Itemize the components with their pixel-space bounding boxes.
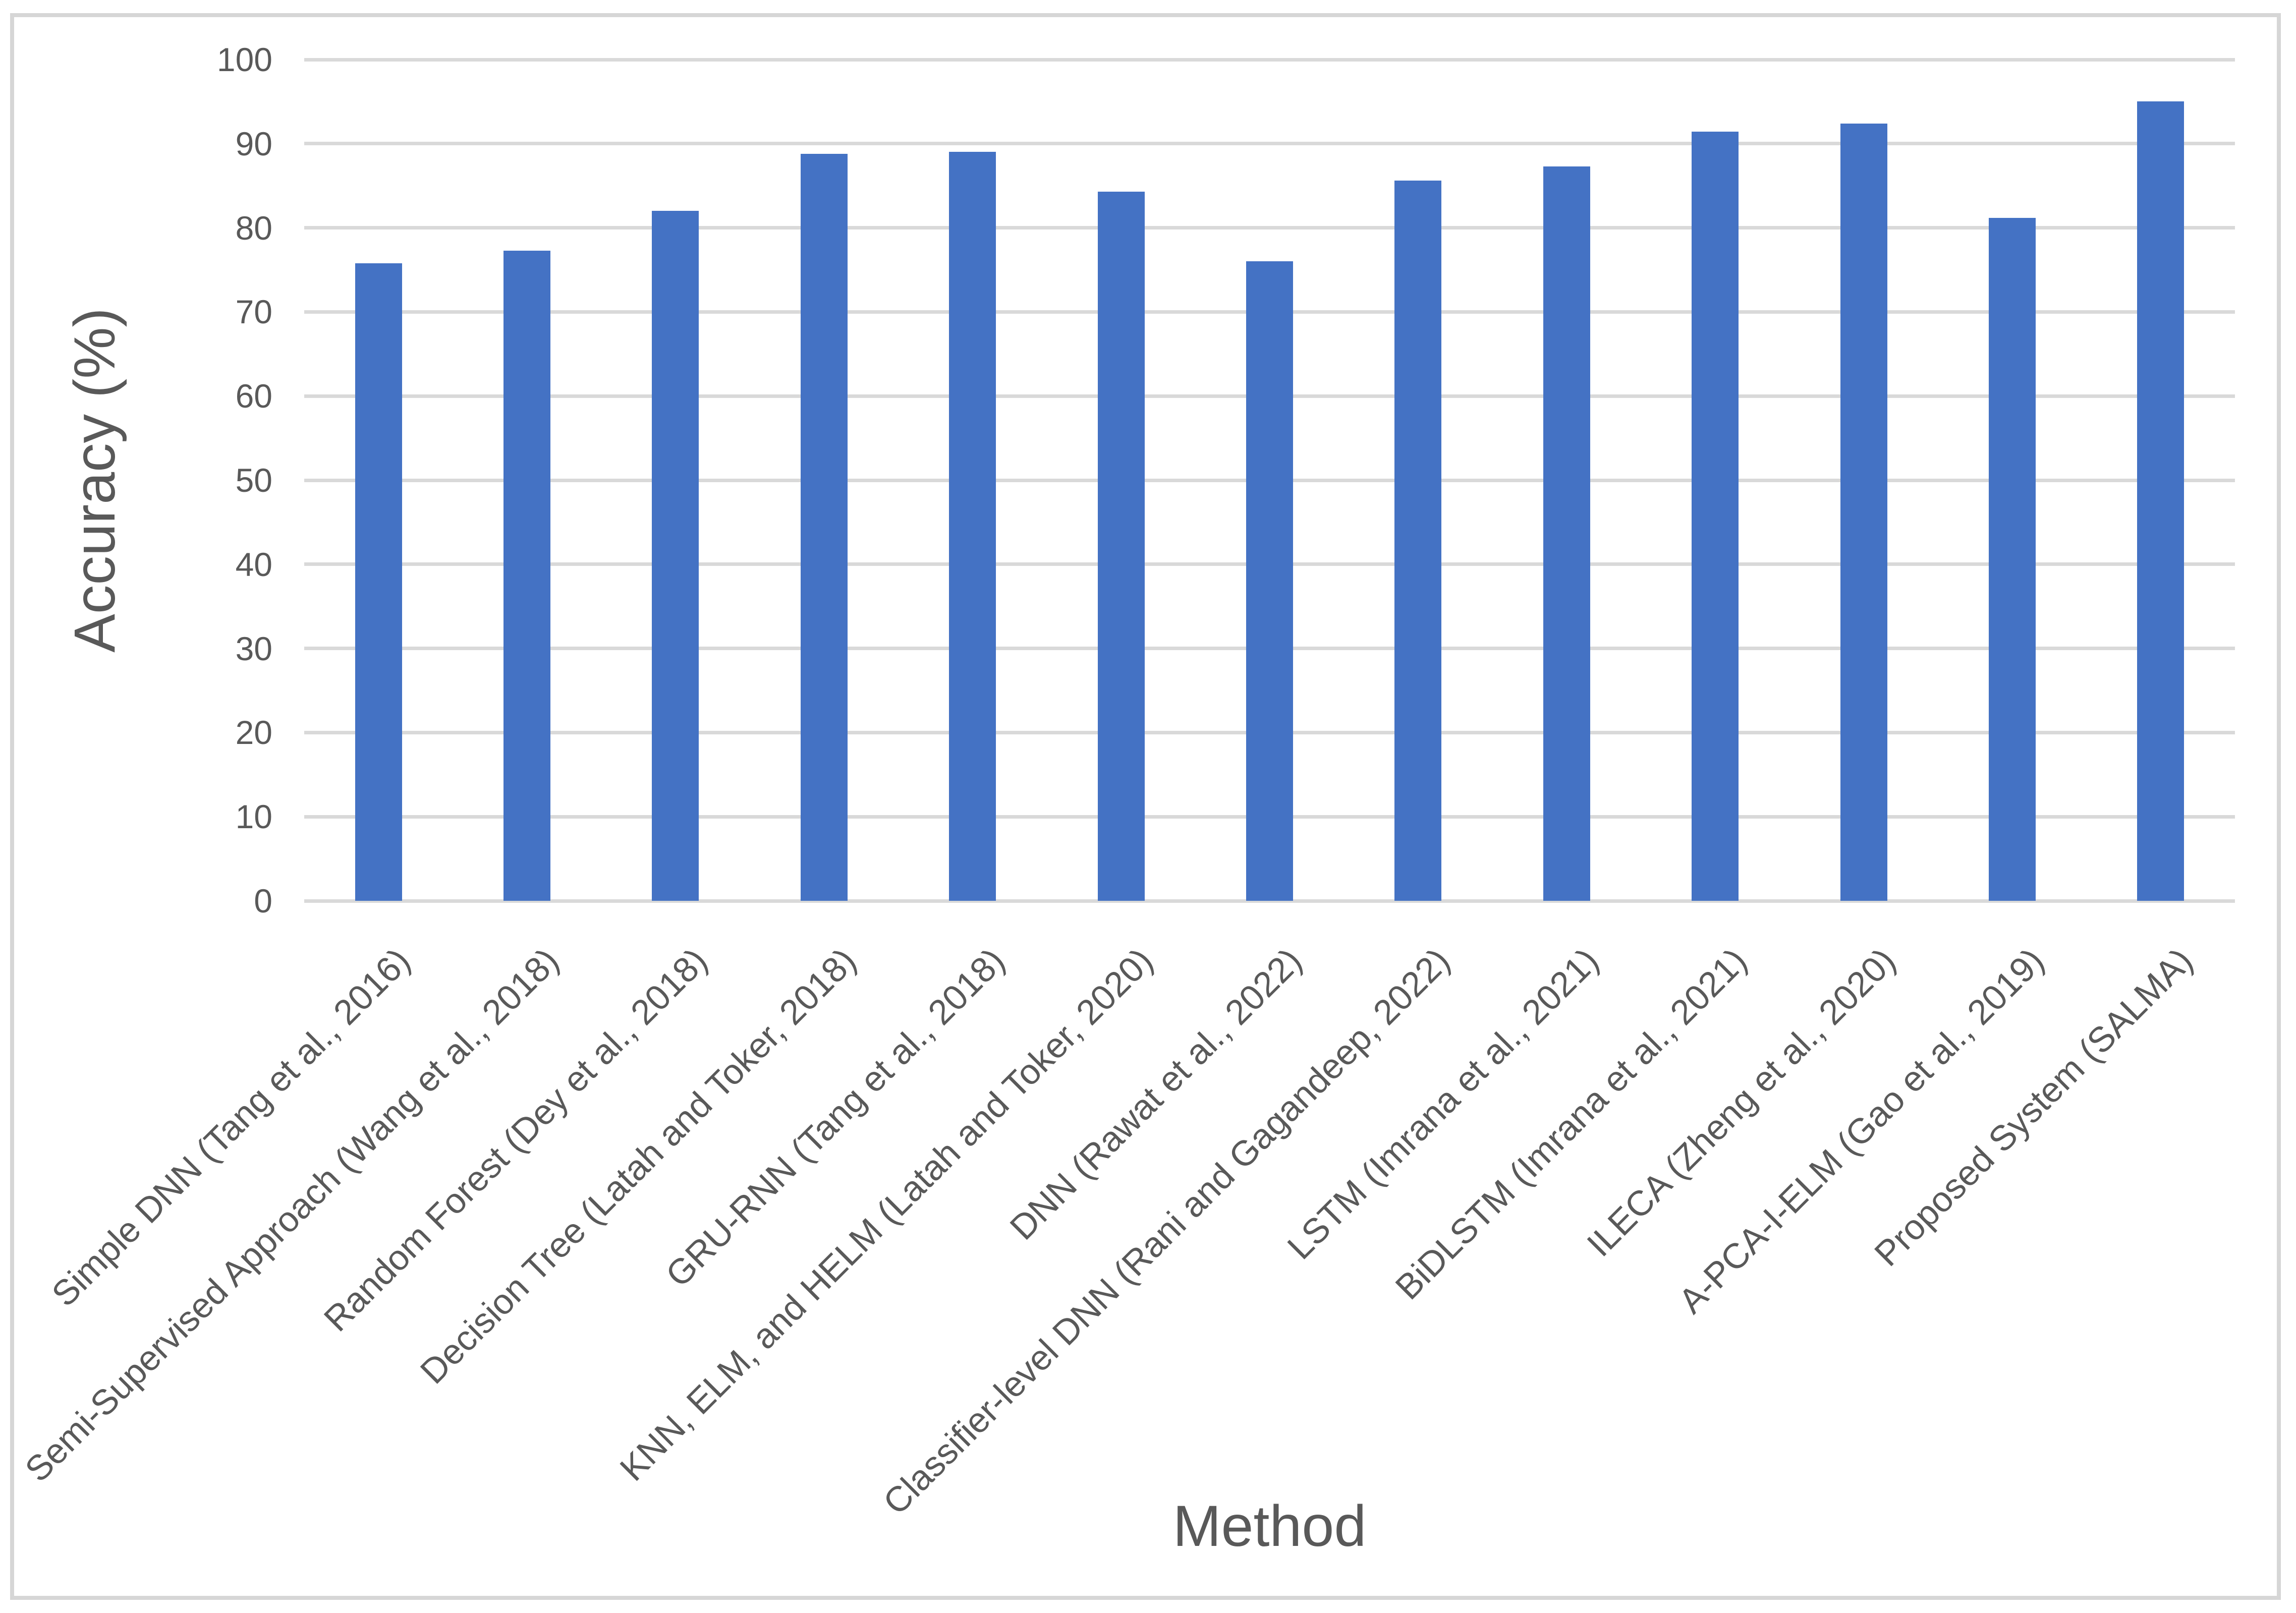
y-tick-label-20: 20: [235, 714, 272, 752]
chart-outer-border: [10, 13, 2281, 1600]
y-axis-title: Accuracy (%): [63, 308, 127, 653]
y-tick-label-70: 70: [235, 293, 272, 331]
y-tick-label-0: 0: [254, 882, 272, 919]
bar: [503, 250, 551, 901]
bar: [2137, 101, 2185, 901]
bar: [800, 153, 848, 901]
y-tick-label-10: 10: [235, 798, 272, 836]
bar: [1988, 217, 2036, 901]
gridline-0: [304, 899, 2235, 903]
y-tick-label-50: 50: [235, 462, 272, 499]
bar: [949, 152, 996, 901]
bar: [1394, 181, 1442, 901]
y-tick-label-60: 60: [235, 377, 272, 415]
bar: [652, 211, 699, 901]
gridline-90: [304, 142, 2235, 146]
bar: [1097, 191, 1145, 901]
bar: [355, 263, 402, 901]
y-tick-label-80: 80: [235, 209, 272, 247]
y-tick-label-100: 100: [216, 41, 272, 78]
y-tick-label-90: 90: [235, 125, 272, 162]
y-tick-label-40: 40: [235, 545, 272, 583]
bar: [1692, 132, 1739, 901]
plot-area: [304, 57, 2235, 903]
bar: [1840, 123, 1887, 901]
y-tick-label-30: 30: [235, 629, 272, 667]
bar: [1543, 166, 1590, 901]
gridline-100: [304, 57, 2235, 62]
gridline-80: [304, 226, 2235, 230]
bar: [1246, 261, 1293, 901]
x-axis-title: Method: [1172, 1494, 1367, 1559]
